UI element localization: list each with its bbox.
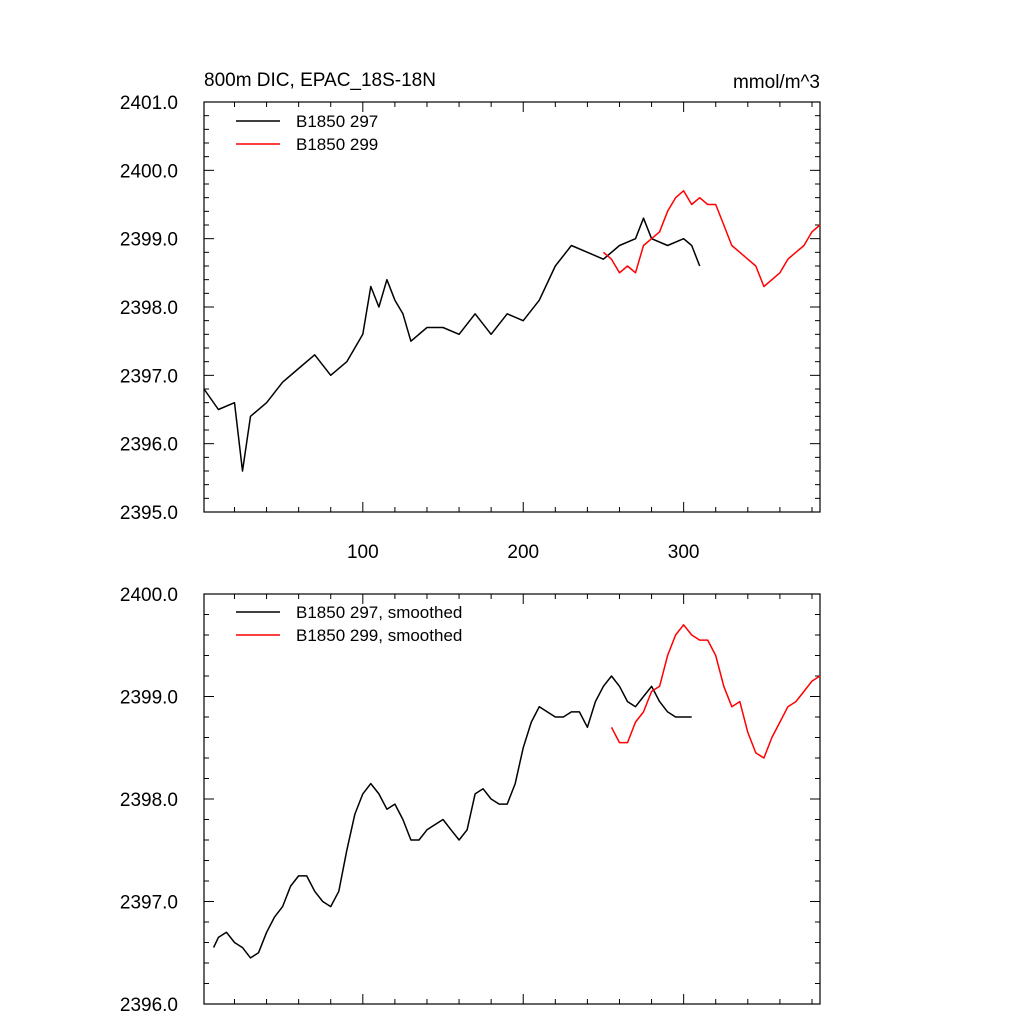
series-group (203, 190, 821, 472)
legend-label: B1850 299 (296, 135, 378, 154)
legend-label: B1850 297, smoothed (296, 603, 462, 622)
x-tick-label: 100 (347, 542, 379, 563)
y-tick-label: 2399.0 (120, 688, 178, 709)
axis-ticks: 2396.0 2397.0 2398.0 2399.0 2400.0 (120, 585, 820, 1016)
axis-ticks: 2395.0 2396.0 2397.0 2398.0 2399.0 2400.0 2401… (120, 93, 820, 563)
top-panel: 800m DIC, EPAC_18S-18N mmol/m^3 2395.023… (120, 70, 821, 563)
units-label: mmol/m^3 (733, 72, 820, 93)
bottom-panel: 2396.0 2397.0 2398.0 2399.0 2400.0 B1850 297… (120, 585, 821, 1016)
plot-frame (203, 101, 821, 513)
legend: B1850 297, smoothed B1850 299, smoothed (236, 603, 462, 645)
y-tick-label: 2397.0 (120, 893, 178, 914)
y-tick-label: 2400.0 (120, 585, 178, 606)
series-group (212, 624, 821, 959)
y-tick-label: 2397.0 (120, 366, 178, 387)
y-tick-label: 2400.0 (120, 161, 178, 182)
legend-label: B1850 297 (296, 112, 378, 131)
x-tick-label: 300 (668, 542, 700, 563)
series-line-red (602, 190, 821, 288)
y-tick-label: 2401.0 (120, 93, 178, 114)
series-line-black (212, 675, 692, 959)
series-line-black (203, 217, 701, 472)
legend-label: B1850 299, smoothed (296, 626, 462, 645)
legend: B1850 297 B1850 299 (236, 112, 378, 154)
y-tick-label: 2398.0 (120, 298, 178, 319)
y-tick-label: 2395.0 (120, 503, 178, 524)
y-tick-label: 2399.0 (120, 230, 178, 251)
y-tick-label: 2396.0 (120, 435, 178, 456)
plot-frame (203, 593, 821, 1005)
y-tick-label: 2398.0 (120, 790, 178, 811)
chart-title: 800m DIC, EPAC_18S-18N (204, 70, 436, 91)
series-line-red (610, 624, 821, 759)
y-tick-label: 2396.0 (120, 995, 178, 1016)
x-tick-label: 200 (507, 542, 539, 563)
